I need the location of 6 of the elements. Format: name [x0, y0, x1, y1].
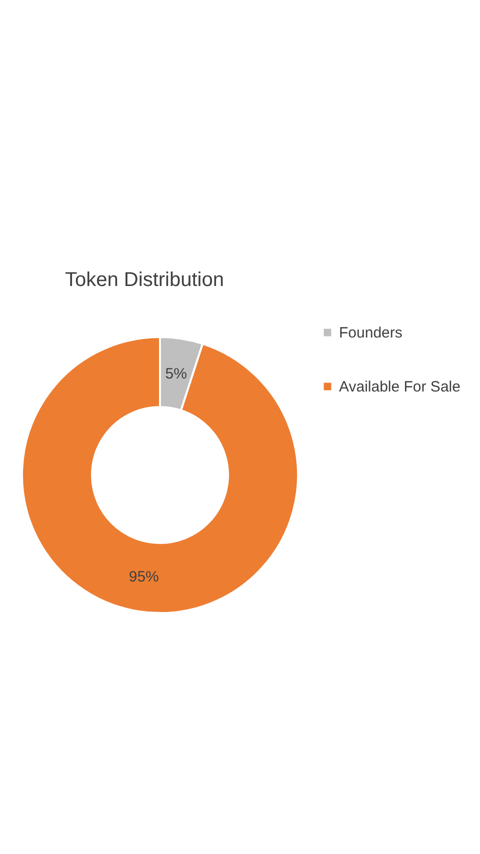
legend-label: Available For Sale	[339, 378, 460, 396]
data-label: 5%	[165, 365, 187, 382]
donut-slice	[21, 336, 299, 614]
chart-title: Token Distribution	[65, 269, 224, 291]
legend-label: Founders	[339, 324, 402, 342]
data-label: 95%	[128, 568, 159, 586]
